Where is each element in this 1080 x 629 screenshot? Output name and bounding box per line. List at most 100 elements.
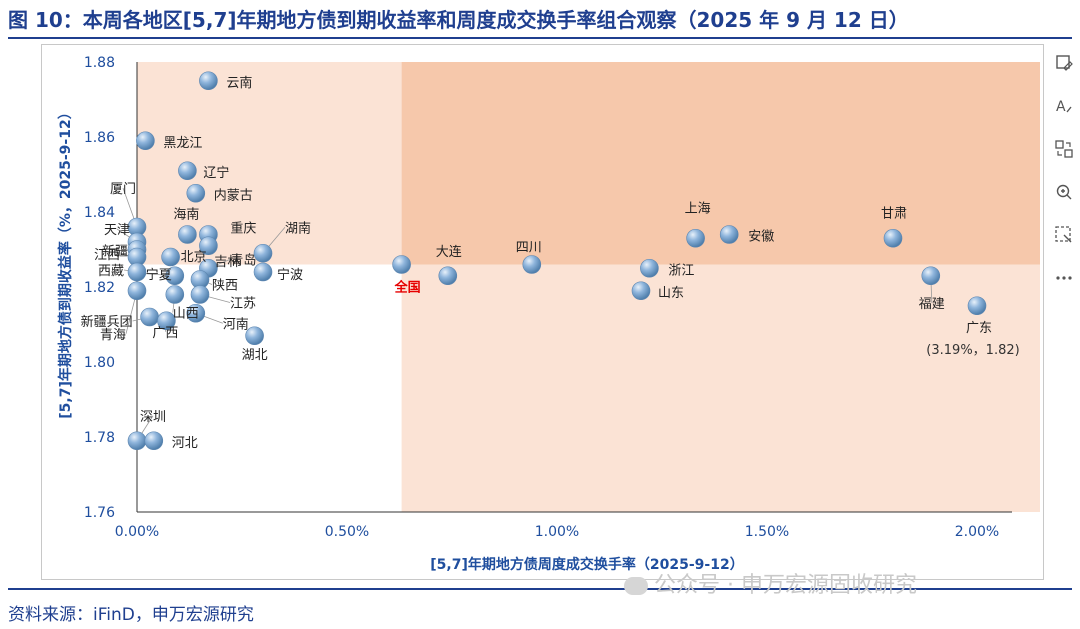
data-point: [127, 262, 147, 282]
point-label: 四川: [516, 241, 542, 256]
x-axis-title: [5,7]年期地方债周度成交换手率（2025-9-12）: [430, 556, 743, 573]
svg-text:A: A: [1056, 99, 1066, 115]
point-label: 吉林: [214, 255, 240, 270]
data-point: [253, 262, 273, 282]
point-label: 河北: [172, 436, 198, 451]
title-divider: [8, 37, 1072, 39]
point-label: 广东: [966, 321, 992, 336]
data-point: [144, 431, 164, 451]
y-tick-label: 1.80: [84, 355, 115, 371]
data-point: [165, 285, 185, 304]
data-point: [631, 281, 651, 301]
point-label: 辽宁: [203, 165, 229, 181]
data-point: [686, 228, 705, 248]
data-point: [190, 285, 210, 304]
point-label: 安徽: [748, 230, 774, 245]
point-label: 山西: [173, 307, 199, 322]
point-label: 湖北: [242, 348, 268, 363]
point-label: 河南: [223, 316, 249, 332]
more-icon[interactable]: [1050, 263, 1078, 293]
y-axis-title: [5,7]年期地方债到期收益率（%，2025-9-12）: [57, 105, 74, 418]
point-label: 陕西: [212, 279, 238, 294]
figure-title: 图 10：本周各地区[5,7]年期地方债到期收益率和周度成交换手率组合观察（20…: [8, 8, 909, 32]
data-point: [253, 243, 273, 263]
data-point: [165, 266, 185, 286]
side-toolbar: A: [1050, 48, 1080, 306]
point-label: 青岛: [230, 252, 256, 268]
y-tick-label: 1.78: [84, 430, 115, 446]
point-label: 湖南: [285, 220, 311, 236]
point-label: 福建: [919, 297, 945, 312]
point-label: 山东: [658, 286, 684, 301]
x-tick-label: 1.50%: [745, 524, 789, 540]
point-label: 大连: [436, 244, 462, 260]
data-point: [136, 131, 155, 151]
x-tick-label: 0.50%: [325, 524, 369, 540]
data-point: [640, 258, 659, 278]
y-tick-label: 1.88: [84, 55, 115, 71]
data-point: [127, 281, 147, 301]
data-point: [127, 431, 147, 451]
data-point: [178, 161, 197, 181]
data-point: [522, 255, 542, 274]
data-point: [199, 236, 218, 256]
point-label: 上海: [685, 201, 711, 216]
quadrant-bottom-right: [401, 264, 1041, 512]
data-point: [967, 296, 987, 316]
y-tick-label: 1.76: [84, 505, 115, 521]
x-tick-label: 1.00%: [535, 524, 579, 540]
footer-divider: [8, 588, 1072, 590]
point-label: 宁夏: [146, 267, 172, 283]
data-point: [186, 183, 206, 203]
data-point: [245, 326, 264, 346]
screenshot-icon[interactable]: [1050, 220, 1078, 250]
point-label: 江苏: [230, 296, 256, 312]
convert-icon[interactable]: [1050, 134, 1078, 164]
point-label: 黑龙江: [163, 136, 202, 151]
point-label: 青海: [100, 328, 126, 343]
data-point: [157, 311, 176, 331]
guangdong-annotation: (3.19%，1.82): [926, 343, 1019, 358]
data-point: [178, 225, 197, 244]
data-point: [140, 307, 159, 327]
watermark: 公众号 · 申万宏源固收研究: [624, 567, 917, 599]
quadrant-bottom-left: [137, 264, 402, 512]
text-edit-icon[interactable]: A: [1050, 91, 1078, 121]
y-tick-label: 1.84: [84, 205, 115, 221]
y-tick-label: 1.86: [84, 130, 115, 146]
data-point: [719, 225, 739, 244]
watermark-text: 公众号 · 申万宏源固收研究: [654, 573, 917, 598]
x-tick-label: 0.00%: [115, 524, 159, 540]
point-label: 北京: [181, 250, 207, 265]
zoom-icon[interactable]: [1050, 177, 1078, 207]
x-tick-label: 2.00%: [955, 524, 999, 540]
wechat-icon: [624, 577, 648, 595]
source-note: 资料来源：iFinD，申万宏源研究: [8, 605, 254, 625]
y-tick-label: 1.82: [84, 280, 115, 296]
data-point: [161, 247, 180, 267]
point-label: 天津: [104, 223, 130, 238]
data-point: [883, 228, 903, 248]
point-label: 海南: [173, 207, 199, 223]
point-label: 云南: [226, 75, 252, 91]
data-point: [186, 303, 206, 323]
point-label: 厦门: [110, 182, 136, 197]
data-point: [199, 71, 218, 91]
point-label: 新疆兵团: [81, 314, 133, 330]
image-edit-icon[interactable]: [1050, 48, 1078, 78]
point-label: 全国: [394, 280, 421, 296]
point-label: 甘肃: [881, 206, 907, 221]
point-label: 深圳: [140, 410, 166, 425]
point-label: 江西: [94, 248, 120, 263]
quadrant-top-left: [137, 62, 402, 265]
point-label: 内蒙古: [214, 187, 253, 203]
point-label: 浙江: [668, 263, 694, 278]
chart-frame: [41, 44, 1044, 580]
point-label: 新疆: [102, 244, 128, 260]
data-point: [392, 255, 411, 274]
point-label: 西藏: [98, 264, 124, 279]
point-label: 宁波: [277, 267, 303, 283]
data-point: [921, 266, 941, 286]
point-label: 广西: [152, 326, 178, 341]
